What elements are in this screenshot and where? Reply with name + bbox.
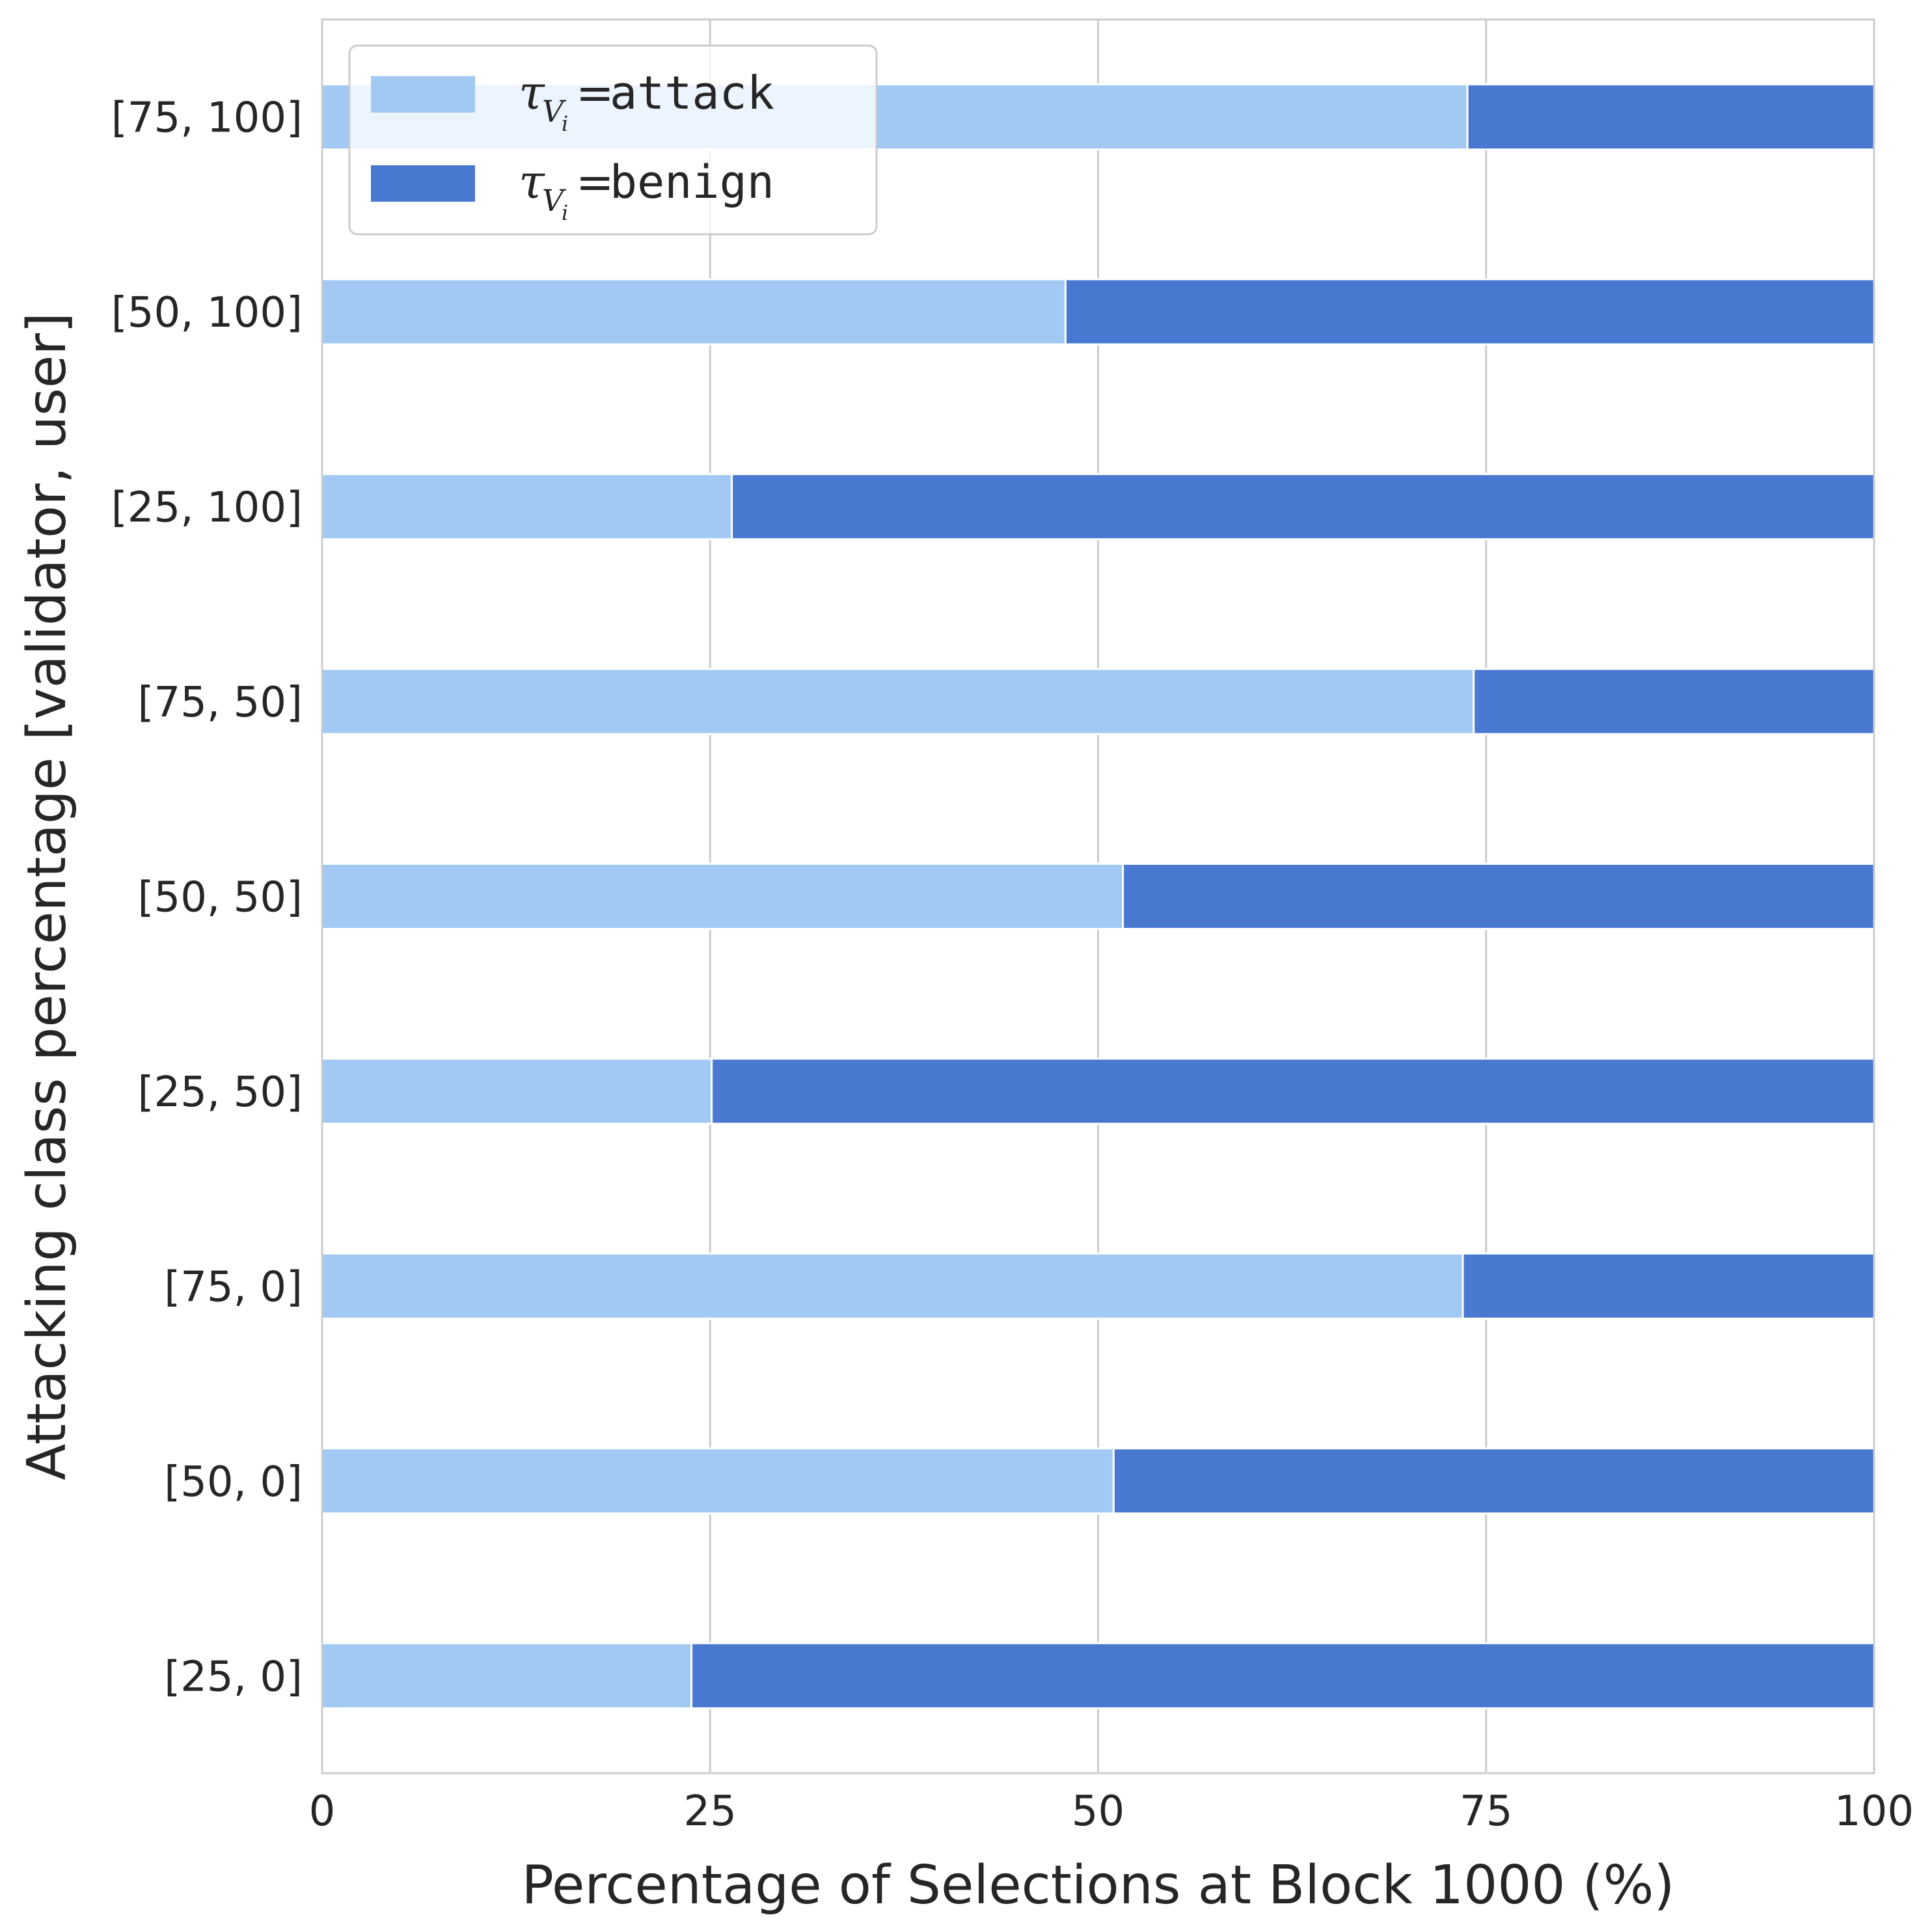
bar-benign-6 [731,473,1875,541]
bar-benign-7 [1064,278,1875,346]
bar-benign-8 [1466,83,1875,151]
legend-box [348,44,878,236]
legend-equals: = [576,156,614,209]
legend-subsubscript: i [562,200,568,225]
bar-attack-2 [321,1252,1464,1320]
legend-swatch-attack [371,76,475,113]
legend-equals: = [576,66,614,120]
x-axis-label: Percentage of Selections at Block 1000 (… [521,1855,1674,1916]
bar-benign-0 [690,1642,1875,1709]
legend-subscript: V [542,183,567,218]
x-tick-label: 0 [309,1787,336,1836]
y-axis-label: Attacking class percentage [validator, u… [16,312,78,1480]
bar-attack-1 [321,1447,1115,1515]
x-tick-label: 50 [1072,1787,1124,1836]
bar-benign-4 [1122,863,1875,930]
legend-swatch-benign [371,165,475,202]
bar-attack-6 [321,473,733,541]
legend-label-attack: attack [610,66,774,120]
bar-benign-5 [1473,668,1875,735]
legend-symbol: τ [519,65,545,120]
y-tick-label: [75, 100] [111,94,303,143]
legend-subsubscript: i [562,111,568,136]
x-tick-labels: 0 25 50 75 100 [309,1787,1914,1836]
legend-symbol: τ [519,154,545,209]
bar-benign-2 [1462,1252,1875,1320]
y-tick-label: [50, 50] [138,874,303,922]
x-tick-label: 75 [1460,1787,1512,1836]
x-tick-label: 25 [684,1787,737,1836]
legend-subscript: V [542,94,567,129]
bar-attack-4 [321,863,1124,930]
y-tick-label: [25, 0] [164,1653,303,1701]
y-tick-label: [25, 100] [111,484,303,532]
y-tick-label: [75, 50] [138,679,303,727]
legend-label-benign: benign [610,156,774,209]
bar-benign-1 [1112,1447,1875,1515]
y-tick-label: [75, 0] [164,1263,303,1311]
plot-frame [321,18,1875,1774]
y-tick-label: [50, 100] [111,289,303,337]
bar-attack-3 [321,1057,713,1125]
x-tick-label: 100 [1834,1787,1914,1836]
y-tick-labels: [25, 0] [50, 0] [75, 0] [25, 50] [50, 50] [75… [111,94,303,1702]
bar-attack-7 [321,278,1067,346]
bar-benign-3 [711,1057,1875,1125]
bars [321,83,1875,1709]
y-tick-label: [25, 50] [138,1068,303,1117]
y-tick-label: [50, 0] [164,1458,303,1506]
bar-attack-5 [321,668,1475,735]
bar-attack-0 [321,1642,693,1709]
